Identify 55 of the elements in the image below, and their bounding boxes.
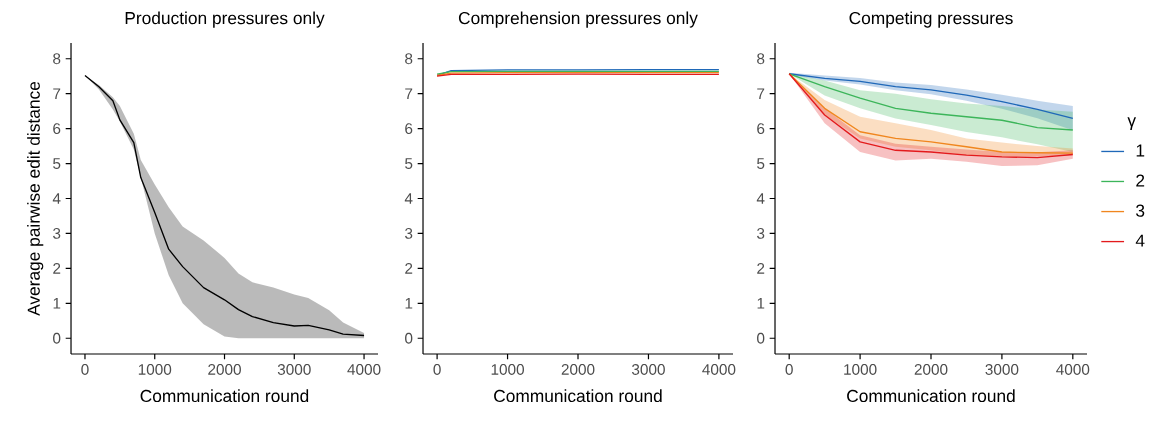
x-tick-label: 1000 [491,364,524,375]
x-tick-label: 0 [433,364,441,375]
x-tick-label: 1000 [138,364,172,375]
y-axis-title: Average pairwise edit distance [27,81,44,316]
y-tick-label: 6 [757,123,765,135]
y-tick-label: 0 [405,332,413,344]
legend-label: 4 [1135,234,1145,247]
x-tick-label: 2000 [208,364,241,375]
y-tick-label: 1 [757,298,765,309]
x-tick-label: 3000 [631,364,665,375]
x-tick-label: 0 [81,364,89,375]
y-tick-label: 5 [757,158,765,169]
line-series [788,73,1074,120]
y-tick-label: 8 [405,53,413,65]
y-tick-label: 3 [405,228,413,239]
y-tick-label: 4 [52,193,61,204]
y-tick-label: 4 [756,193,765,204]
legend-label: 1 [1136,144,1145,157]
x-axis-title: Communication round [494,389,662,403]
y-tick-label: 0 [53,332,61,344]
y-tick-label: 4 [404,193,413,204]
legend-label: 3 [1136,204,1145,217]
y-tick-label: 7 [405,88,413,99]
x-tick-label: 3000 [277,364,311,375]
y-tick-label: 1 [405,298,413,309]
x-axis-title: Communication round [847,389,1015,403]
x-tick-label: 2000 [914,364,948,375]
x-tick-label: 3000 [985,364,1019,375]
x-tick-label: 1000 [844,364,877,375]
y-tick-label: 2 [405,263,413,274]
x-tick-label: 4000 [1056,364,1090,375]
x-tick-label: 4000 [347,364,381,375]
x-tick-label: 4000 [702,364,736,375]
y-tick-label: 3 [53,228,61,239]
legend-label: 2 [1136,174,1145,187]
y-tick-label: 7 [757,88,765,99]
x-tick-label: 2000 [561,364,595,375]
y-tick-label: 7 [53,88,61,99]
chart-title: Production pressures only [125,11,325,28]
y-tick-label: 1 [53,298,61,309]
y-tick-label: 6 [405,123,413,135]
y-tick-label: 2 [757,263,765,274]
y-tick-label: 6 [53,123,61,135]
y-tick-label: 3 [757,228,765,239]
chart-title: Comprehension pressures only [458,11,698,28]
x-axis-title: Communication round [140,389,309,403]
chart-title: Competing pressures [849,11,1013,28]
legend-title: γ [1127,117,1136,131]
y-tick-label: 8 [757,53,765,65]
y-tick-label: 2 [53,263,61,274]
y-tick-label: 5 [405,158,413,169]
x-tick-label: 0 [785,364,793,375]
y-tick-label: 5 [53,158,61,169]
y-tick-label: 8 [53,53,61,65]
y-tick-label: 0 [757,332,765,344]
